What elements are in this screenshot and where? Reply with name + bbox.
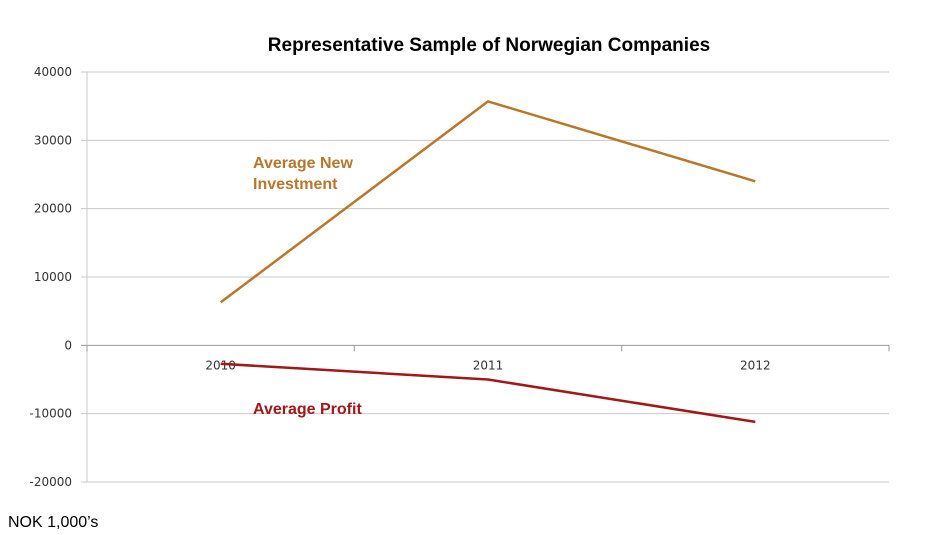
series-labels: Average New Investment Average Profit: [253, 155, 362, 418]
y-tick-label: 30000: [34, 133, 72, 147]
y-tick-label: 10000: [34, 270, 72, 284]
investment-label: Average New Investment: [253, 155, 353, 193]
profit-line: [220, 362, 756, 424]
chart-title: Representative Sample of Norwegian Compa…: [268, 35, 710, 56]
y-tick-label: -20000: [29, 475, 72, 489]
profit-label: Average Profit: [253, 401, 362, 418]
y-tick-label: 0: [64, 338, 72, 352]
x-tick-label: 2012: [740, 358, 771, 372]
series-lines: [219, 100, 756, 424]
y-axis: 40000 30000 20000 10000 0 -10000 -20000: [29, 65, 72, 489]
x-tick-label: 2011: [473, 358, 504, 372]
y-tick-label: 40000: [34, 65, 72, 79]
gridlines: [81, 71, 889, 483]
y-tick-label: 20000: [34, 202, 72, 216]
unit-label: NOK 1,000’s: [8, 514, 98, 531]
x-axis: 2010 2011 2012: [86, 345, 890, 372]
x-tick-label: 2010: [205, 358, 236, 372]
investment-line: [219, 100, 756, 304]
y-tick-label: -10000: [29, 407, 72, 421]
